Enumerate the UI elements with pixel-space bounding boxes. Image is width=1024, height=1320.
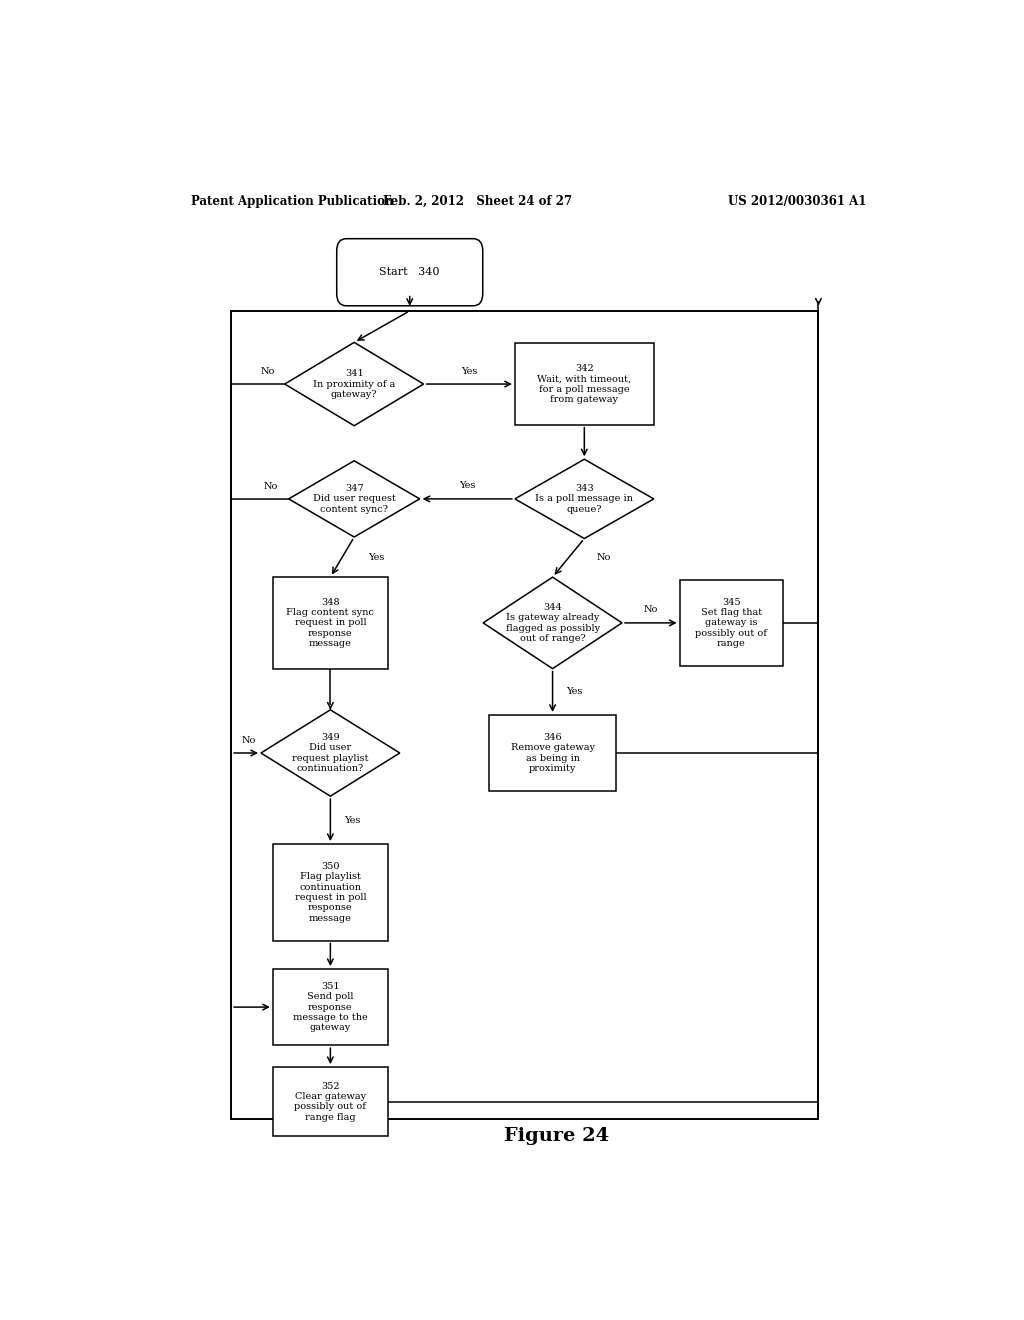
Polygon shape: [515, 459, 653, 539]
Text: 348
Flag content sync
request in poll
response
message: 348 Flag content sync request in poll re…: [287, 598, 375, 648]
Text: 345
Set flag that
gateway is
possibly out of
range: 345 Set flag that gateway is possibly ou…: [695, 598, 767, 648]
Text: 352
Clear gateway
possibly out of
range flag: 352 Clear gateway possibly out of range …: [295, 1081, 367, 1122]
Text: 350
Flag playlist
continuation
request in poll
response
message: 350 Flag playlist continuation request i…: [295, 862, 367, 923]
Text: Yes: Yes: [461, 367, 477, 376]
Text: 342
Wait, with timeout,
for a poll message
from gateway: 342 Wait, with timeout, for a poll messa…: [538, 364, 632, 404]
Text: No: No: [264, 482, 279, 491]
Polygon shape: [483, 577, 622, 669]
Text: 349
Did user
request playlist
continuation?: 349 Did user request playlist continuati…: [292, 733, 369, 774]
Text: No: No: [260, 367, 274, 376]
Text: 341
In proximity of a
gateway?: 341 In proximity of a gateway?: [313, 370, 395, 399]
Text: 344
Is gateway already
flagged as possibly
out of range?: 344 Is gateway already flagged as possib…: [506, 603, 600, 643]
FancyBboxPatch shape: [272, 969, 388, 1045]
Text: Figure 24: Figure 24: [504, 1127, 609, 1146]
Text: No: No: [597, 553, 611, 562]
FancyBboxPatch shape: [337, 239, 482, 306]
Text: Yes: Yes: [369, 553, 385, 561]
Polygon shape: [289, 461, 420, 537]
Polygon shape: [261, 710, 399, 796]
Text: US 2012/0030361 A1: US 2012/0030361 A1: [728, 194, 866, 207]
Text: Yes: Yes: [344, 816, 360, 825]
Text: Feb. 2, 2012   Sheet 24 of 27: Feb. 2, 2012 Sheet 24 of 27: [383, 194, 571, 207]
Text: 351
Send poll
response
message to the
gateway: 351 Send poll response message to the ga…: [293, 982, 368, 1032]
FancyBboxPatch shape: [272, 843, 388, 941]
Text: Yes: Yes: [566, 688, 583, 696]
Text: No: No: [242, 737, 256, 746]
Text: No: No: [644, 605, 658, 614]
Text: Patent Application Publication: Patent Application Publication: [191, 194, 394, 207]
FancyBboxPatch shape: [680, 579, 782, 667]
FancyBboxPatch shape: [515, 343, 653, 425]
Text: 346
Remove gateway
as being in
proximity: 346 Remove gateway as being in proximity: [511, 733, 595, 774]
Text: 347
Did user request
content sync?: 347 Did user request content sync?: [312, 484, 395, 513]
Polygon shape: [285, 342, 424, 426]
FancyBboxPatch shape: [489, 715, 616, 791]
FancyBboxPatch shape: [272, 1067, 388, 1137]
Text: 343
Is a poll message in
queue?: 343 Is a poll message in queue?: [536, 484, 633, 513]
FancyBboxPatch shape: [272, 577, 388, 669]
Text: Yes: Yes: [459, 482, 475, 490]
Text: Start   340: Start 340: [380, 267, 440, 277]
